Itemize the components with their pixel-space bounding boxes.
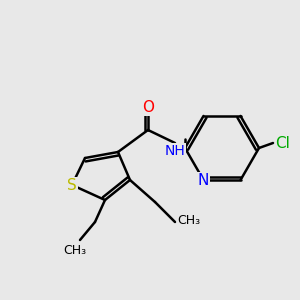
Text: Cl: Cl [276,136,290,151]
Text: S: S [67,178,77,193]
Text: N: N [198,172,209,188]
Text: CH₃: CH₃ [63,244,87,256]
Text: NH: NH [165,144,185,158]
Text: CH₃: CH₃ [177,214,201,226]
Text: O: O [142,100,154,116]
